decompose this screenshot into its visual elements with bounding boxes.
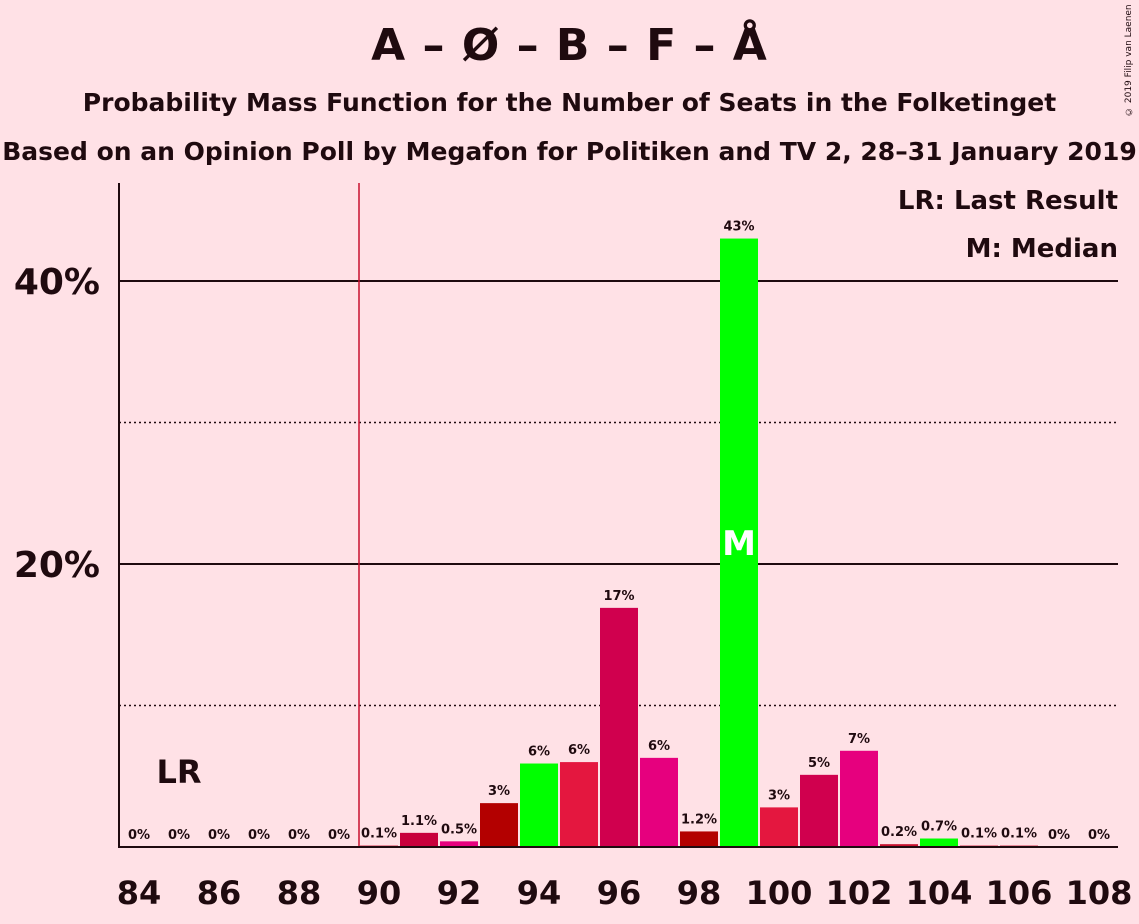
bar-label-100: 3% [768, 788, 790, 803]
chart-subtitle-poll: Based on an Opinion Poll by Megafon for … [2, 137, 1137, 166]
bar-94 [520, 763, 558, 847]
x-tick-104: 104 [906, 874, 973, 912]
bar-label-96: 17% [603, 589, 634, 604]
bar-label-102: 7% [848, 732, 870, 747]
bar-label-106: 0.1% [1001, 827, 1037, 842]
bar-label-87: 0% [248, 828, 270, 843]
bar-100 [760, 807, 798, 847]
bar-101 [800, 774, 838, 847]
bar-93 [480, 803, 518, 847]
bar-label-84: 0% [128, 828, 150, 843]
bar-96 [600, 607, 638, 847]
bar-92 [440, 841, 478, 847]
x-tick-102: 102 [826, 874, 893, 912]
bar-label-103: 0.2% [881, 825, 917, 840]
bar-label-107: 0% [1048, 828, 1070, 843]
bar-label-104: 0.7% [921, 820, 957, 835]
median-marker: M [722, 524, 756, 564]
bar-103 [880, 844, 918, 847]
legend-last-result: LR: Last Result [898, 186, 1118, 216]
axes: LR [118, 183, 1118, 848]
bar-label-98: 1.2% [681, 812, 717, 827]
bar-label-90: 0.1% [361, 827, 397, 842]
x-tick-106: 106 [986, 874, 1053, 912]
bar-label-91: 1.1% [401, 814, 437, 829]
legend-median: M: Median [966, 234, 1118, 264]
bar-102 [840, 750, 878, 847]
bar-label-108: 0% [1088, 828, 1110, 843]
chart-subtitle: Probability Mass Function for the Number… [82, 88, 1057, 117]
chart-title: A – Ø – B – F – Å [371, 20, 768, 71]
bar-label-93: 3% [488, 784, 510, 799]
bar-label-94: 6% [528, 745, 550, 760]
bar-91 [400, 832, 438, 847]
y-tick-labels: 20% 40% [14, 262, 100, 586]
bar-label-105: 0.1% [961, 827, 997, 842]
x-tick-108: 108 [1066, 874, 1133, 912]
bar-104 [920, 838, 958, 847]
x-tick-94: 94 [517, 874, 562, 912]
bar-label-88: 0% [288, 828, 310, 843]
x-tick-92: 92 [437, 874, 482, 912]
bar-label-92: 0.5% [441, 822, 477, 837]
y-tick-40: 40% [14, 262, 100, 303]
x-tick-86: 86 [197, 874, 242, 912]
bar-label-89: 0% [328, 828, 350, 843]
x-tick-labels: 84 86 88 90 92 94 96 98 100 102 104 106 108 [117, 874, 1133, 912]
y-tick-20: 20% [14, 545, 100, 586]
x-tick-90: 90 [357, 874, 402, 912]
bar-98 [680, 831, 718, 847]
bar-97 [640, 757, 678, 847]
bar-label-95: 6% [568, 743, 590, 758]
bar-labels: 0% 0% 0% 0% 0% 0% 0.1% 1.1% 0.5% 3% 6% 6% 17% 6% 1.2% 4… [128, 220, 1110, 843]
bar-99 [720, 238, 758, 848]
bar-label-85: 0% [168, 828, 190, 843]
bar-label-101: 5% [808, 756, 830, 771]
bar-label-97: 6% [648, 739, 670, 754]
bar-label-86: 0% [208, 828, 230, 843]
bars [360, 238, 1038, 848]
bar-95 [560, 762, 598, 847]
bar-label-99: 43% [723, 220, 754, 235]
x-tick-98: 98 [677, 874, 722, 912]
x-tick-96: 96 [597, 874, 642, 912]
x-tick-88: 88 [277, 874, 322, 912]
gridlines [119, 280, 1118, 707]
x-tick-100: 100 [746, 874, 813, 912]
x-tick-84: 84 [117, 874, 162, 912]
last-result-marker: LR [156, 753, 201, 791]
